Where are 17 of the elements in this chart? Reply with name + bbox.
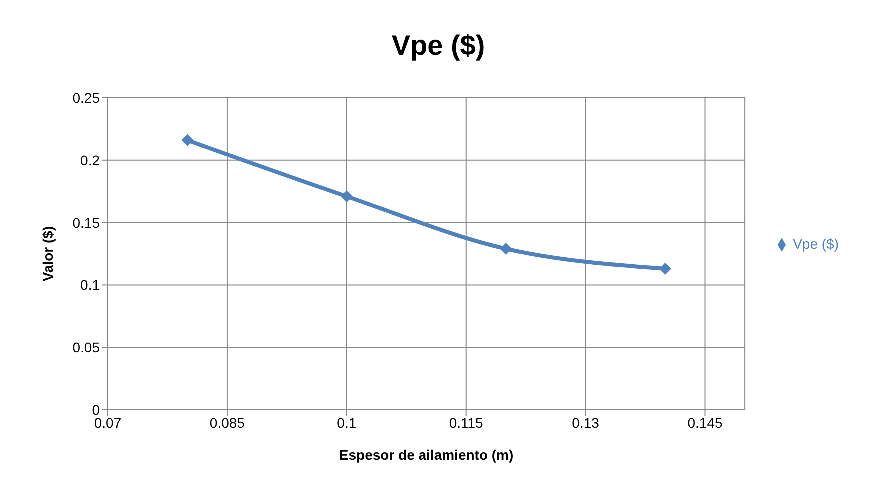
x-tick-label: 0.145 [688, 414, 723, 431]
y-tick-label: 0.15 [72, 214, 100, 231]
x-tick-label: 0.115 [449, 414, 484, 431]
x-tick-label: 0.13 [572, 414, 600, 431]
y-tick-label: 0.1 [80, 277, 100, 294]
y-tick-label: 0.05 [72, 340, 100, 356]
legend-label: Vpe ($) [793, 236, 839, 252]
point [500, 243, 512, 256]
y-axis-title: Valor ($) [40, 226, 56, 282]
y-tick-label: 0.2 [80, 152, 100, 168]
y-tick-label: 0.25 [72, 90, 100, 106]
x-tick-label: 0.1 [337, 414, 357, 431]
point [340, 190, 353, 203]
x-tick-label: 0.085 [210, 414, 246, 431]
x-axis-title: Espesor de ailamiento (m) [339, 447, 514, 463]
chart-title: Vpe ($) [390, 30, 486, 62]
point [182, 134, 194, 146]
